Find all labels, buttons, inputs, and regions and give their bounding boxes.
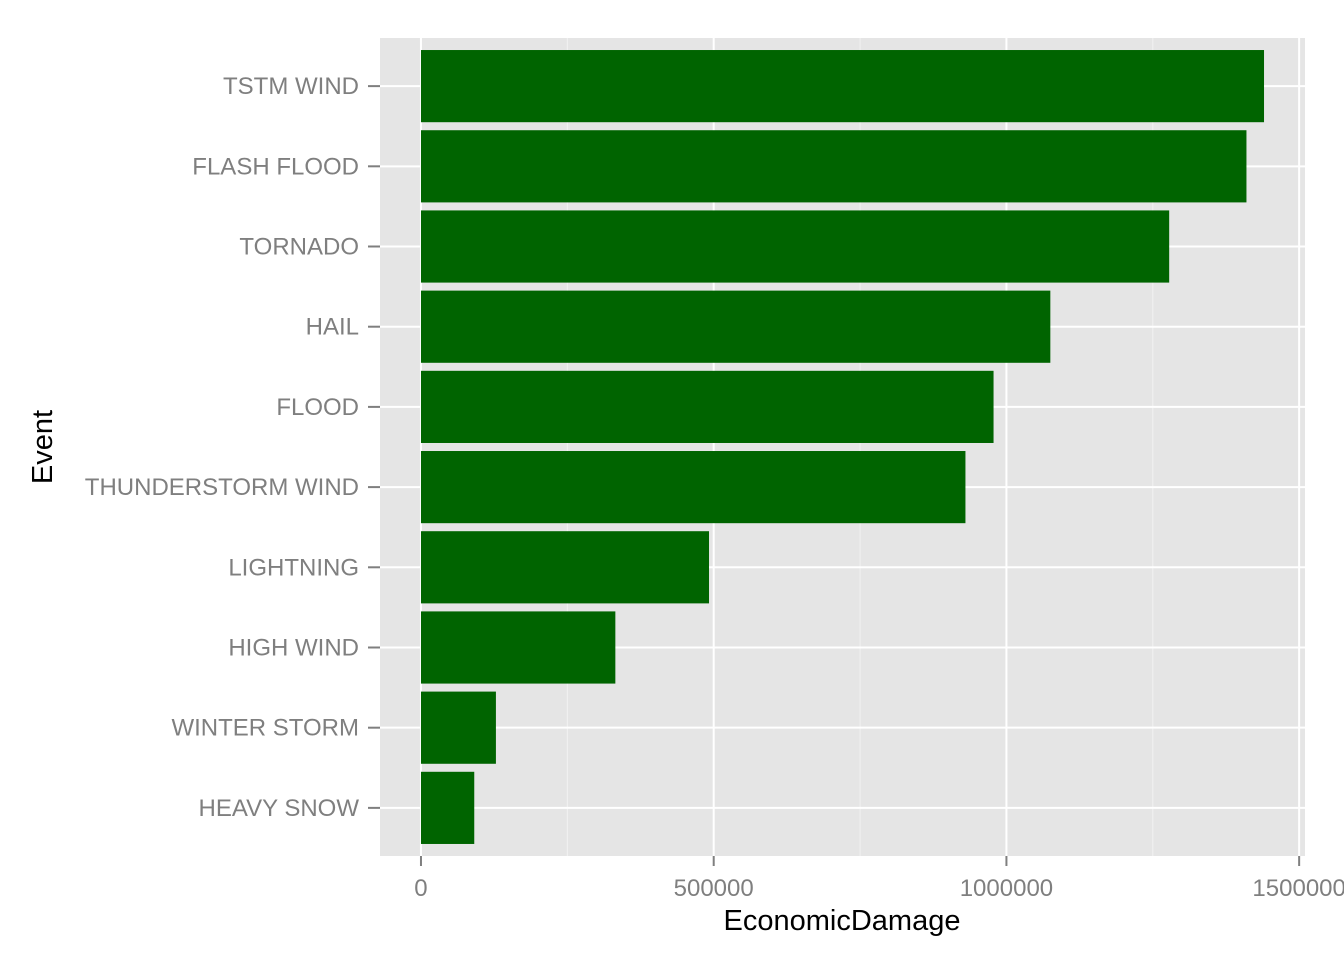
bar — [420, 771, 475, 844]
x-tick-label: 1500000 — [1252, 875, 1344, 902]
y-tick-label: HIGH WIND — [228, 634, 359, 661]
bar — [420, 290, 1051, 363]
bar — [420, 531, 710, 604]
x-tick-label: 1000000 — [960, 875, 1053, 902]
x-axis: 0 500000 1000000 1500000 — [414, 856, 1344, 902]
x-tick-label: 0 — [414, 875, 427, 902]
bar — [420, 451, 966, 524]
bar — [420, 50, 1265, 123]
y-tick-label: FLASH FLOOD — [192, 153, 359, 180]
y-axis-title: Event — [27, 410, 59, 484]
x-axis-title: EconomicDamage — [724, 905, 961, 937]
bar — [420, 611, 616, 684]
x-tick-label: 500000 — [674, 875, 754, 902]
bar — [420, 210, 1170, 283]
bar — [420, 130, 1247, 203]
bar — [420, 691, 496, 764]
y-tick-label: HAIL — [306, 314, 359, 341]
y-axis: TSTM WIND FLASH FLOOD TORNADO HAIL FLOOD THUN… — [85, 73, 380, 822]
y-tick-label: HEAVY SNOW — [199, 795, 360, 822]
y-tick-label: FLOOD — [276, 394, 359, 421]
bars — [420, 50, 1265, 844]
y-tick-label: LIGHTNING — [228, 554, 359, 581]
y-tick-label: TSTM WIND — [223, 73, 359, 100]
y-tick-label: TORNADO — [239, 234, 359, 261]
y-tick-label: WINTER STORM — [171, 715, 359, 742]
y-tick-label: THUNDERSTORM WIND — [85, 474, 359, 501]
bar — [420, 370, 994, 443]
